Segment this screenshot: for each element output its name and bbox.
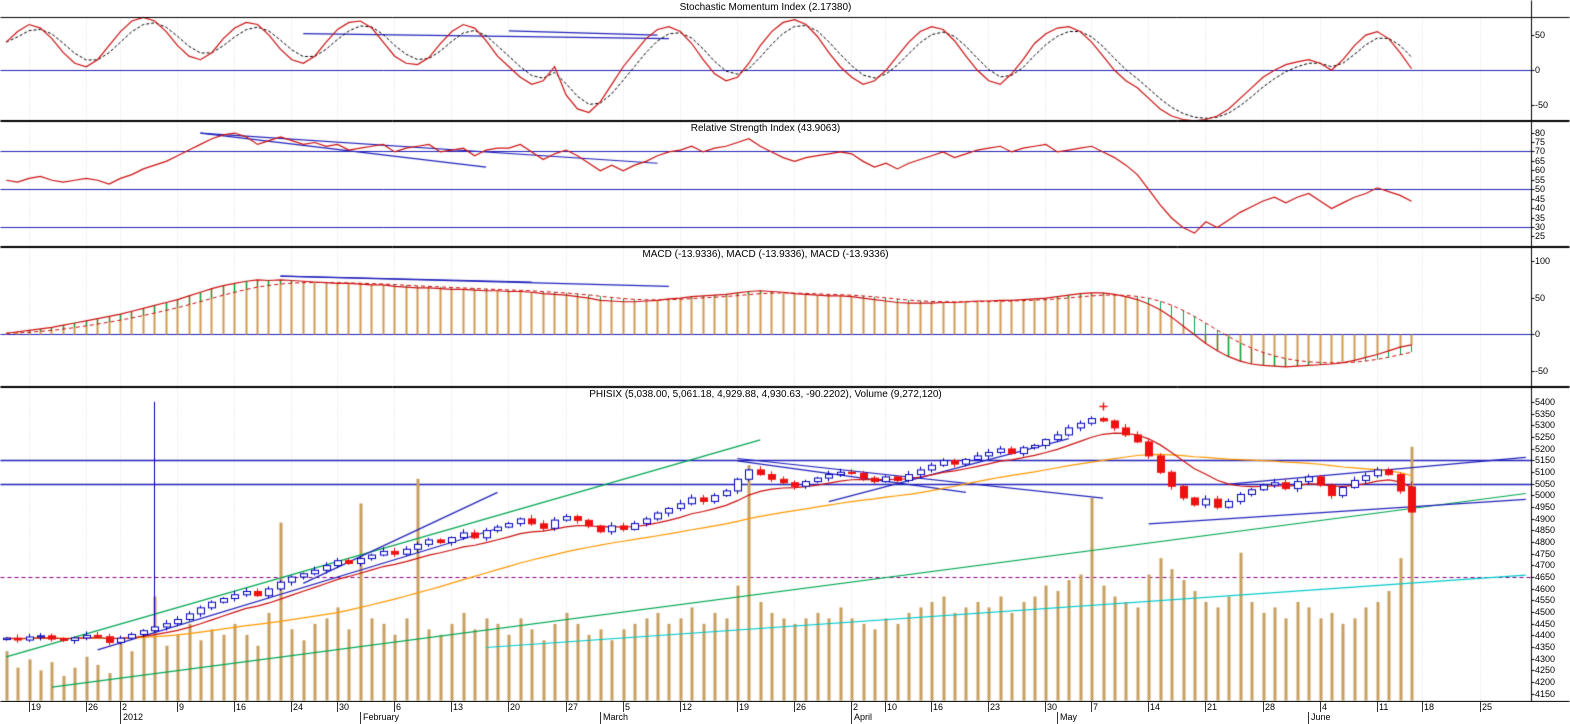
y-axis-label: 5400 — [1535, 397, 1556, 407]
y-axis-label: 4800 — [1535, 537, 1556, 547]
y-axis-label: 5200 — [1535, 443, 1556, 454]
macd-panel: MACD (-13.9336), MACD (-13.9336), MACD (… — [0, 247, 1570, 387]
x-axis-tick-label: 30 — [337, 702, 350, 712]
y-axis-label: 5050 — [1535, 478, 1556, 489]
x-axis-tick-label: 24 — [291, 702, 304, 712]
y-axis-label: 4900 — [1535, 513, 1556, 524]
month-label: June — [1308, 712, 1331, 724]
price-panel: PHISIX (5,038.00, 5,061.18, 4,929.88, 4,… — [0, 387, 1570, 702]
x-axis-tick-label: 2 — [120, 702, 128, 712]
x-axis-tick-label: 9 — [177, 702, 185, 712]
y-axis-label: 100 — [1535, 255, 1551, 266]
y-axis-label: 65 — [1535, 155, 1546, 166]
y-axis-label: 70 — [1535, 146, 1546, 157]
y-axis-label: 4650 — [1535, 572, 1556, 582]
x-axis-tick-label: 10 — [885, 702, 898, 712]
smi-plot — [0, 0, 1570, 121]
y-axis-label: 50 — [1535, 292, 1546, 303]
x-axis-tick-label: 26 — [86, 702, 99, 712]
y-axis-label: 4150 — [1535, 688, 1556, 699]
x-axis-tick-label: 27 — [566, 702, 579, 712]
x-axis-tick-label: 23 — [988, 702, 1001, 712]
y-axis-label: 4250 — [1535, 665, 1556, 676]
y-axis-label: 5350 — [1535, 408, 1556, 419]
month-label: March — [600, 712, 628, 724]
x-axis-tick-label: 12 — [680, 702, 693, 712]
x-axis-tick-label: 4 — [1320, 702, 1328, 712]
y-axis-label: 0 — [1535, 329, 1541, 340]
x-axis-tick-label: 30 — [1045, 702, 1058, 712]
month-label: 2012 — [120, 712, 143, 724]
y-axis-label: 40 — [1535, 203, 1546, 214]
y-axis: 50 0 -50 80 75 70 65 60 55 50 45 40 35 30 25 100 50 0 -50 5… — [1533, 0, 1570, 724]
y-axis-label: 25 — [1535, 231, 1546, 242]
x-axis-tick-label: 26 — [794, 702, 807, 712]
y-axis-label: 5250 — [1535, 432, 1556, 442]
x-axis: 19 26 2 9 16 24 30 6 13 20 27 5 12 19 26 2 10 16 23 30 7 14 21… — [0, 702, 1570, 724]
y-axis-label: 4950 — [1535, 502, 1556, 512]
y-axis-label: 4350 — [1535, 642, 1556, 652]
x-axis-tick-label: 20 — [508, 702, 521, 712]
x-axis-tick-label: 13 — [451, 702, 464, 712]
y-axis-label: 50 — [1535, 184, 1546, 195]
x-axis-tick-label: 19 — [737, 702, 750, 712]
y-axis-label: 4750 — [1535, 548, 1556, 559]
y-axis-label: 30 — [1535, 221, 1546, 232]
rsi-plot — [0, 121, 1570, 247]
smi-panel: Stochastic Momentum Index (2.17380) — [0, 0, 1570, 121]
x-axis-tick-label: 18 — [1422, 702, 1435, 712]
x-axis-tick-label: 28 — [1263, 702, 1276, 712]
y-axis-label: 4700 — [1535, 560, 1556, 571]
y-axis-label: 5000 — [1535, 490, 1556, 501]
y-axis-label: 4550 — [1535, 595, 1556, 606]
x-axis-tick-label: 25 — [1480, 702, 1493, 712]
y-axis-label: 35 — [1535, 212, 1546, 223]
y-axis-label: 80 — [1535, 127, 1546, 138]
y-axis-label: 5100 — [1535, 467, 1556, 477]
month-label: February — [360, 712, 399, 724]
y-axis-label: 5150 — [1535, 455, 1556, 466]
y-axis-label: 0 — [1535, 64, 1541, 75]
x-axis-tick-label: 21 — [1205, 702, 1218, 712]
y-axis-label: 4850 — [1535, 525, 1556, 536]
x-axis-tick-label: 6 — [394, 702, 402, 712]
month-label: May — [1057, 712, 1077, 724]
y-axis-label: 50 — [1535, 29, 1546, 40]
rsi-panel: Relative Strength Index (43.9063) — [0, 121, 1570, 247]
y-axis-label: 55 — [1535, 174, 1546, 185]
y-axis-label: -50 — [1535, 365, 1549, 376]
x-axis-tick-label: 14 — [1148, 702, 1161, 712]
y-axis-label: -50 — [1535, 99, 1549, 110]
y-axis-label: 60 — [1535, 165, 1546, 176]
x-axis-tick-label: 11 — [1377, 702, 1389, 712]
y-axis-label: 45 — [1535, 193, 1546, 204]
x-axis-tick-label: 19 — [29, 702, 42, 712]
month-label: April — [851, 712, 872, 724]
macd-plot — [0, 247, 1570, 387]
x-axis-tick-label: 5 — [623, 702, 631, 712]
y-axis-label: 4500 — [1535, 607, 1556, 617]
x-axis-tick-label: 2 — [851, 702, 859, 712]
y-axis-label: 4300 — [1535, 653, 1556, 664]
y-axis-label: 4400 — [1535, 630, 1556, 641]
y-axis-label: 4600 — [1535, 583, 1556, 594]
x-axis-tick-label: 16 — [234, 702, 247, 712]
y-axis-label: 4450 — [1535, 618, 1556, 629]
y-axis-label: 5300 — [1535, 420, 1556, 431]
y-axis-label: 4200 — [1535, 677, 1556, 687]
x-axis-tick-label: 7 — [1091, 702, 1099, 712]
y-axis-label: 75 — [1535, 136, 1546, 147]
x-axis-tick-label: 16 — [931, 702, 944, 712]
price-plot — [0, 387, 1570, 702]
